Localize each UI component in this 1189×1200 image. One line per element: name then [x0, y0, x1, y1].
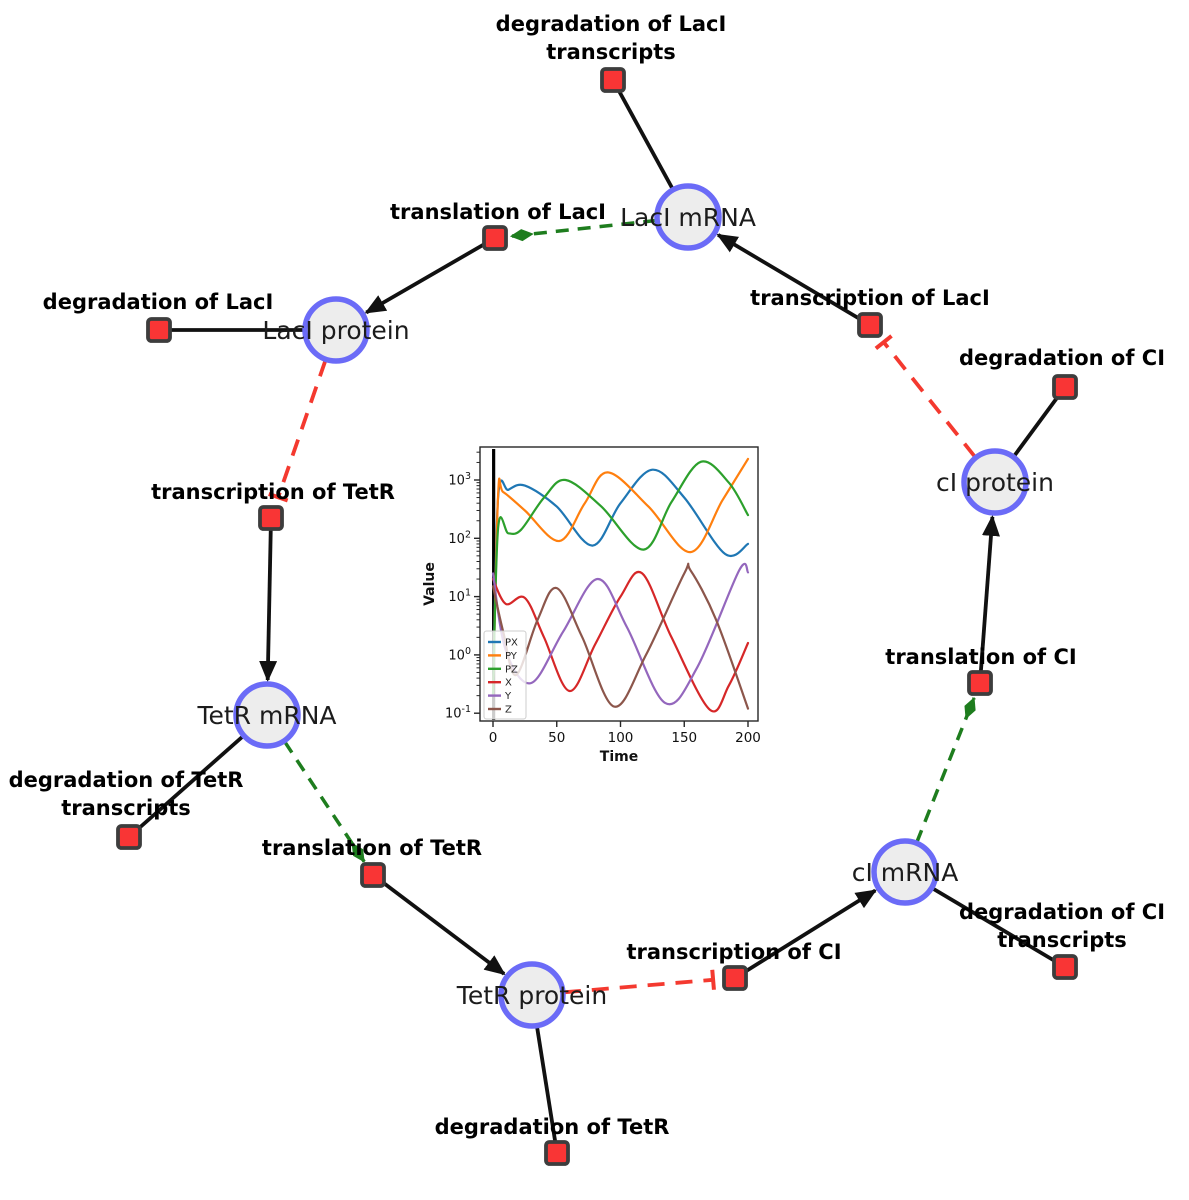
- species-label-laci-mrna: LacI mRNA: [620, 203, 756, 232]
- edge-product-transcription-tetr-tetr-mrna: [259, 517, 278, 682]
- edge-catalysis-ci-mrna-translation-ci: [915, 696, 976, 843]
- reaction-node-translation-tetr: [360, 862, 386, 888]
- y-axis-title: Value: [422, 562, 438, 606]
- edge-product-transcription-ci-ci-mrna: [733, 888, 877, 980]
- reaction-label-translation-ci: translation of CI: [885, 645, 1076, 669]
- edge-catalysis-laci-mrna-translation-laci: [509, 218, 657, 242]
- reaction-node-deg-laci-transcripts: [600, 67, 626, 93]
- reaction-label-translation-tetr: translation of TetR: [262, 836, 482, 860]
- reaction-label-transcription-laci: transcription of LacI: [750, 286, 990, 310]
- x-tick-label: 50: [548, 730, 565, 746]
- species-label-tetr-mrna: TetR mRNA: [196, 701, 336, 730]
- x-tick-label: 150: [671, 730, 697, 746]
- x-tick-label: 200: [735, 730, 761, 746]
- legend-label-Z: Z: [505, 705, 512, 716]
- series-line-X: [491, 570, 750, 713]
- edge-product-translation-ci-ci-protein: [978, 514, 1000, 684]
- edge-inhibition-tetr-protein-transcription-ci: [563, 969, 716, 995]
- edge-product-translation-tetr-tetr-protein: [371, 873, 506, 976]
- y-tick-label: 10-1: [445, 704, 471, 722]
- reaction-label-deg-tetr: degradation of TetR: [435, 1115, 670, 1139]
- reaction-layer: degradation of LacI transcripts translatio…: [9, 12, 1165, 1166]
- reaction-node-transcription-laci: [857, 312, 883, 338]
- legend-label-Y: Y: [504, 691, 512, 702]
- reaction-label-translation-laci: translation of LacI: [390, 200, 606, 224]
- series-line-PY: [491, 457, 750, 697]
- species-node-laci-protein: [302, 296, 370, 364]
- edge-inhibition-laci-protein-transcription-tetr: [268, 359, 328, 503]
- species-label-laci-protein: LacI protein: [262, 316, 409, 345]
- x-tick-label: 100: [608, 730, 634, 746]
- species-node-ci-mrna: [871, 838, 939, 906]
- species-label-ci-protein: cI protein: [936, 468, 1054, 497]
- reaction-node-translation-ci: [967, 670, 993, 696]
- reaction-node-deg-tetr: [544, 1140, 570, 1166]
- legend-label-X: X: [505, 678, 512, 689]
- reaction-node-transcription-ci: [722, 965, 748, 991]
- series-line-PZ: [491, 460, 750, 697]
- legend-label-PX: PX: [505, 638, 518, 649]
- x-tick-label: 0: [489, 730, 498, 746]
- species-layer: LacI mRNA LacI protein TetR mRNA TetR prote…: [196, 183, 1054, 1029]
- reaction-label-deg-tetr-transcripts: degradation of TetR transcripts: [9, 768, 244, 820]
- y-tick-label: 101: [448, 588, 471, 606]
- reaction-node-deg-laci: [146, 317, 172, 343]
- edge-catalysis-tetr-mrna-translation-tetr: [283, 740, 366, 863]
- reaction-label-transcription-tetr: transcription of TetR: [151, 480, 395, 504]
- y-tick-label: 103: [448, 471, 471, 489]
- species-node-tetr-mrna: [233, 681, 301, 749]
- y-tick-label: 100: [448, 646, 471, 664]
- reaction-node-translation-laci: [482, 225, 508, 251]
- y-tick-label: 102: [448, 529, 471, 547]
- reaction-label-deg-ci-transcripts: degradation of CI transcripts: [959, 900, 1165, 952]
- inset-chart: 103 102 101 100 10-1 0 50 100 150 200 Time Value PX P…: [422, 446, 761, 765]
- edge-product-translation-laci-laci-protein: [364, 236, 496, 315]
- reaction-node-deg-ci-transcripts: [1052, 954, 1078, 980]
- legend-label-PY: PY: [505, 651, 518, 662]
- reaction-label-deg-ci: degradation of CI: [959, 346, 1165, 370]
- reaction-label-transcription-ci: transcription of CI: [626, 940, 841, 964]
- chart-frame: [479, 446, 759, 722]
- species-label-ci-mrna: cI mRNA: [852, 858, 959, 887]
- reaction-node-deg-ci: [1052, 374, 1078, 400]
- legend-label-PZ: PZ: [505, 664, 518, 675]
- reaction-label-deg-laci-transcripts: degradation of LacI transcripts: [496, 12, 727, 64]
- reaction-node-deg-tetr-transcripts: [116, 824, 142, 850]
- species-label-tetr-protein: TetR protein: [456, 981, 607, 1010]
- edge-inhibition-ci-protein-transcription-laci: [874, 334, 977, 459]
- x-axis-title: Time: [600, 749, 638, 765]
- species-node-tetr-protein: [498, 961, 566, 1029]
- species-node-ci-protein: [961, 448, 1029, 516]
- species-node-laci-mrna: [654, 183, 722, 251]
- edge-product-transcription-laci-laci-mrna: [716, 233, 871, 327]
- reaction-label-deg-laci: degradation of LacI: [43, 290, 274, 314]
- reaction-node-transcription-tetr: [258, 505, 284, 531]
- chart-legend-box: [483, 630, 527, 720]
